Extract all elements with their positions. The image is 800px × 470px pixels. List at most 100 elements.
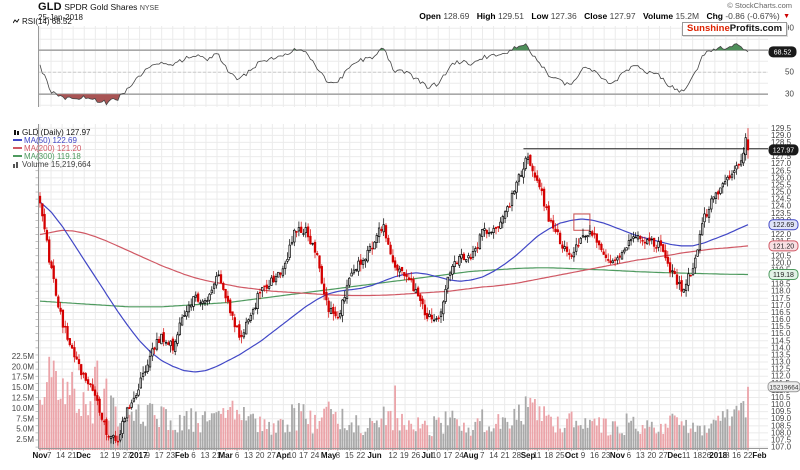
svg-text:6: 6 [235, 451, 240, 460]
open-value: 128.69 [443, 11, 470, 21]
legend-ma300: MA(300) 119.18 [24, 152, 81, 161]
sunshineprofits-logo: SunshineProfits.com [682, 22, 788, 36]
ma200-line-icon [13, 147, 22, 149]
low-label: Low [531, 11, 549, 21]
svg-text:14: 14 [56, 451, 65, 460]
svg-text:116.5: 116.5 [771, 308, 791, 317]
svg-text:124.0: 124.0 [771, 202, 792, 211]
svg-text:124.5: 124.5 [771, 195, 792, 204]
highlight-box [573, 213, 591, 231]
svg-text:May: May [321, 451, 337, 460]
volume-value: 15.2M [675, 11, 700, 21]
svg-text:Mar: Mar [218, 451, 232, 460]
svg-text:25: 25 [556, 451, 565, 460]
main-legend: GLD (Daily) 127.97 MA(50) 122.69 MA(200)… [13, 129, 91, 169]
svg-text:19: 19 [400, 451, 409, 460]
svg-text:9: 9 [581, 451, 586, 460]
svg-text:18: 18 [693, 451, 702, 460]
svg-text:20: 20 [256, 451, 265, 460]
candlestick-icon [13, 129, 20, 137]
svg-text:12.5M: 12.5M [12, 394, 35, 403]
svg-text:50: 50 [785, 68, 794, 77]
svg-text:16: 16 [590, 451, 599, 460]
svg-text:Apr: Apr [276, 451, 290, 460]
svg-text:17: 17 [443, 451, 452, 460]
svg-text:127.0: 127.0 [771, 159, 792, 168]
svg-text:119.18: 119.18 [773, 272, 794, 279]
close-value: 127.97 [609, 11, 636, 21]
annotations [523, 148, 768, 231]
svg-text:109.0: 109.0 [771, 414, 792, 423]
close-label: Close [584, 11, 608, 21]
svg-text:120.5: 120.5 [771, 251, 792, 260]
svg-text:15.0M: 15.0M [12, 383, 35, 392]
svg-text:21: 21 [212, 451, 221, 460]
ma50-line-icon [13, 139, 22, 141]
chart-date: 25-Jan-2018 [38, 13, 83, 22]
volume-bars-icon [13, 161, 20, 169]
svg-text:15: 15 [345, 451, 354, 460]
axes [38, 26, 768, 449]
svg-text:121.20: 121.20 [773, 243, 795, 250]
stockcharts-credit: © StockCharts.com [727, 1, 792, 10]
svg-text:Nov: Nov [610, 451, 626, 460]
svg-text:21: 21 [68, 451, 77, 460]
ma300-line [39, 267, 748, 308]
svg-text:123.5: 123.5 [771, 209, 792, 218]
svg-text:127.97: 127.97 [773, 147, 795, 154]
rsi-oversold-fill [56, 94, 121, 105]
svg-text:120.0: 120.0 [771, 258, 792, 267]
svg-text:10: 10 [288, 451, 297, 460]
svg-text:Feb: Feb [752, 451, 766, 460]
svg-text:109.5: 109.5 [771, 407, 792, 416]
security-name: SPDR Gold Shares [64, 2, 138, 12]
svg-text:128.5: 128.5 [771, 138, 792, 147]
svg-text:7: 7 [480, 451, 485, 460]
svg-text:10: 10 [432, 451, 441, 460]
svg-text:115.0: 115.0 [771, 329, 791, 338]
rsi-label: RSI(14) [22, 17, 50, 26]
svg-text:17.5M: 17.5M [12, 373, 35, 382]
svg-text:2017: 2017 [130, 451, 148, 460]
rsi-legend: RSI(14) 68.52 [12, 17, 72, 26]
svg-text:17: 17 [299, 451, 308, 460]
svg-text:122.0: 122.0 [771, 230, 792, 239]
svg-text:110.0: 110.0 [771, 400, 791, 409]
svg-text:13: 13 [636, 451, 645, 460]
svg-text:Dec: Dec [76, 451, 91, 460]
rsi-line [39, 43, 749, 106]
svg-text:21: 21 [501, 451, 510, 460]
svg-text:Jun: Jun [367, 451, 381, 460]
svg-text:113.5: 113.5 [771, 350, 791, 359]
svg-text:127.5: 127.5 [771, 152, 792, 161]
svg-text:22: 22 [744, 451, 753, 460]
legend-ma50: MA(50) 122.69 [24, 136, 77, 145]
svg-text:24: 24 [455, 451, 464, 460]
svg-text:108.5: 108.5 [771, 421, 792, 430]
ma50-line [39, 201, 749, 373]
svg-text:15219664: 15219664 [770, 384, 799, 391]
svg-text:Aug: Aug [463, 451, 479, 460]
svg-text:116.0: 116.0 [771, 315, 791, 324]
svg-text:68.52: 68.52 [774, 49, 792, 56]
axis-bubbles: 68.52 15219664 122.69 121.20 119.18 127.97 [767, 46, 800, 393]
ma200-line [39, 229, 749, 297]
svg-text:110.5: 110.5 [771, 393, 791, 402]
svg-text:7.5M: 7.5M [16, 414, 34, 423]
svg-text:10.0M: 10.0M [12, 404, 35, 413]
ma300-line-icon [13, 155, 22, 157]
svg-text:23: 23 [166, 451, 175, 460]
svg-text:Sep: Sep [521, 451, 536, 460]
svg-text:11: 11 [682, 451, 691, 460]
svg-text:14: 14 [489, 451, 498, 460]
svg-text:17: 17 [155, 451, 164, 460]
svg-text:22.5M: 22.5M [12, 352, 35, 361]
rsi-panel [38, 43, 768, 106]
volume-bars [39, 356, 749, 450]
svg-text:27: 27 [267, 451, 276, 460]
svg-text:12: 12 [388, 451, 397, 460]
svg-text:11: 11 [533, 451, 542, 460]
